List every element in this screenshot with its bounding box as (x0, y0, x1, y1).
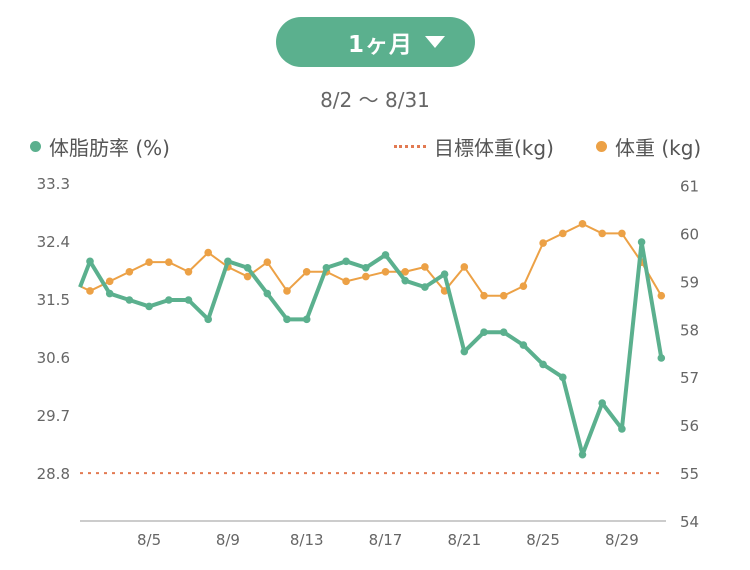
y-right-tick-label: 58 (680, 321, 699, 339)
date-range: 8/2 〜 8/31 (320, 88, 430, 112)
weight-point (381, 267, 390, 276)
weight-point (263, 258, 272, 266)
weight-point (598, 229, 606, 238)
y-left-tick-label: 28.8 (37, 465, 70, 483)
weight-point (184, 267, 193, 276)
legend-weight-label: 体重 (kg) (615, 136, 702, 160)
weight-point (105, 277, 114, 286)
y-left-tick-label: 33.3 (37, 175, 70, 193)
body-fat-series-line (78, 240, 664, 457)
body-fat-point (302, 315, 311, 324)
weight-point (460, 263, 469, 271)
body-fat-point (401, 276, 410, 285)
weight-point (559, 229, 567, 238)
weight-point (362, 272, 370, 281)
body-fat-point (145, 302, 153, 311)
y-right-tick-label: 59 (680, 273, 699, 291)
weight-point (342, 277, 350, 286)
y-left-tick-label: 29.7 (37, 407, 70, 425)
period-selector-label: 1ヶ月 (347, 32, 413, 58)
body-fat-point (657, 354, 666, 362)
weight-point (302, 267, 311, 276)
body-fat-point (637, 238, 646, 246)
body-fat-point (342, 257, 350, 266)
weight-point (145, 258, 153, 266)
body-fat-point (165, 296, 173, 304)
y-right-tick-label: 57 (680, 369, 699, 387)
weight-point (657, 291, 666, 300)
y-right-tick-label: 55 (680, 465, 699, 483)
weight-point (578, 220, 587, 228)
body-fat-point (86, 257, 94, 266)
weight-point (86, 287, 94, 295)
body-fat-point (125, 296, 134, 304)
body-fat-point (578, 450, 587, 459)
x-tick-label: 8/29 (605, 531, 639, 549)
body-fat-point (224, 257, 232, 266)
weight-point (283, 287, 291, 295)
body-fat-point (243, 263, 252, 272)
body-fat-point (322, 263, 331, 272)
legend-body-fat-label: 体脂肪率 (%) (49, 136, 170, 160)
body-fat-point (440, 270, 449, 279)
body-fat-point (283, 315, 291, 324)
legend-body-fat: 体脂肪率 (%) (30, 132, 170, 161)
body-fat-point (559, 373, 567, 382)
body-fat-point (499, 328, 508, 337)
y-right-tick-label: 56 (680, 417, 699, 435)
weight-point (165, 258, 173, 266)
body-fat-point (362, 263, 370, 272)
y-right-tick-label: 60 (680, 225, 699, 243)
legend-body-fat-dot (30, 141, 41, 152)
period-selector-button[interactable]: 1ヶ月 (276, 17, 475, 67)
weight-point (618, 229, 626, 238)
x-tick-label: 8/21 (447, 531, 481, 549)
body-fat-point (480, 328, 488, 337)
x-tick-label: 8/13 (290, 531, 324, 549)
y-right-tick-label: 61 (680, 178, 699, 196)
body-fat-point (184, 296, 193, 304)
legend-weight-dot (596, 141, 607, 152)
weight-point (539, 239, 547, 247)
legend-target-label: 目標体重(kg) (434, 136, 554, 160)
weight-point (204, 248, 212, 257)
weight-point (125, 267, 134, 276)
body-fat-point (618, 425, 626, 433)
body-fat-point (381, 251, 390, 259)
weight-point (401, 267, 410, 276)
y-left-tick-label: 31.5 (37, 291, 70, 309)
chevron-down-icon (425, 36, 445, 48)
y-right-tick-label: 54 (680, 513, 699, 531)
x-tick-label: 8/5 (137, 531, 161, 549)
body-fat-point (598, 399, 606, 407)
legend-target-dash (394, 145, 426, 148)
body-fat-point (460, 347, 469, 356)
body-fat-point (539, 360, 547, 369)
x-tick-label: 8/17 (369, 531, 403, 549)
body-fat-point (105, 289, 114, 298)
weight-point (519, 282, 528, 290)
legend-target-weight: 目標体重(kg) (394, 132, 554, 161)
weight-point (421, 263, 429, 271)
body-fat-point (204, 315, 212, 324)
y-left-tick-label: 32.4 (37, 233, 70, 251)
body-fat-point (421, 283, 429, 291)
x-tick-label: 8/9 (216, 531, 240, 549)
weight-point (480, 291, 488, 300)
x-tick-label: 8/25 (526, 531, 560, 549)
weight-point (499, 291, 508, 300)
y-left-tick-label: 30.6 (37, 349, 70, 367)
body-fat-point (263, 289, 272, 298)
body-fat-point (519, 341, 528, 349)
legend-weight: 体重 (kg) (596, 132, 701, 161)
weight-point (243, 272, 252, 281)
